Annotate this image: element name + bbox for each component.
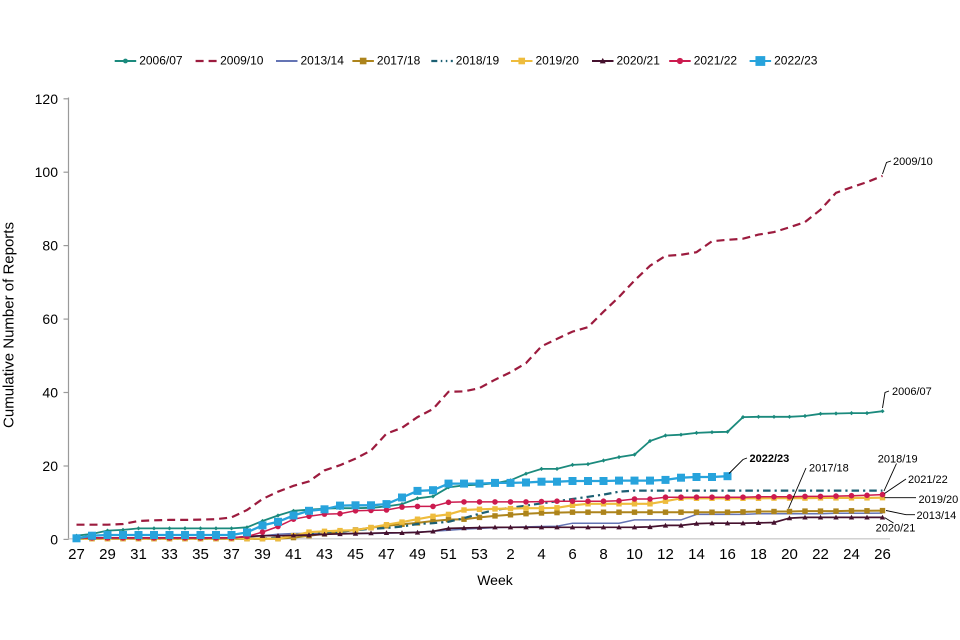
- svg-text:80: 80: [42, 238, 58, 254]
- svg-text:39: 39: [254, 546, 271, 563]
- svg-text:20: 20: [42, 458, 58, 474]
- svg-text:22: 22: [812, 546, 829, 563]
- svg-text:2022/23: 2022/23: [750, 453, 790, 465]
- svg-text:2022/23: 2022/23: [774, 54, 818, 68]
- svg-text:47: 47: [378, 546, 395, 563]
- svg-text:2006/07: 2006/07: [892, 386, 932, 398]
- svg-text:41: 41: [285, 546, 302, 563]
- svg-text:20: 20: [781, 546, 798, 563]
- svg-text:10: 10: [626, 546, 643, 563]
- svg-text:2018/19: 2018/19: [878, 454, 918, 466]
- svg-text:4: 4: [537, 546, 545, 563]
- svg-text:Cumulative Number of Reports: Cumulative Number of Reports: [1, 222, 18, 428]
- svg-text:40: 40: [42, 385, 58, 401]
- svg-text:2017/18: 2017/18: [809, 463, 849, 475]
- svg-text:Week: Week: [477, 572, 514, 588]
- svg-text:8: 8: [599, 546, 607, 563]
- svg-text:33: 33: [161, 546, 178, 563]
- svg-text:31: 31: [130, 546, 147, 563]
- svg-text:2019/20: 2019/20: [919, 494, 959, 506]
- svg-text:2019/20: 2019/20: [536, 54, 580, 68]
- svg-text:35: 35: [192, 546, 209, 563]
- svg-text:2013/14: 2013/14: [917, 510, 957, 522]
- svg-text:0: 0: [50, 531, 58, 547]
- svg-text:18: 18: [750, 546, 767, 563]
- svg-text:120: 120: [35, 91, 59, 107]
- svg-text:2009/10: 2009/10: [893, 156, 933, 168]
- svg-text:100: 100: [35, 164, 59, 180]
- svg-text:45: 45: [347, 546, 364, 563]
- svg-text:2020/21: 2020/21: [876, 523, 916, 535]
- svg-text:2006/07: 2006/07: [139, 54, 183, 68]
- svg-text:29: 29: [99, 546, 116, 563]
- svg-text:2021/22: 2021/22: [908, 474, 948, 486]
- svg-text:37: 37: [223, 546, 240, 563]
- svg-text:2021/22: 2021/22: [694, 54, 738, 68]
- svg-text:51: 51: [440, 546, 457, 563]
- svg-text:16: 16: [719, 546, 736, 563]
- svg-text:53: 53: [471, 546, 488, 563]
- svg-text:2009/10: 2009/10: [220, 54, 264, 68]
- svg-text:2: 2: [506, 546, 514, 563]
- svg-text:6: 6: [568, 546, 576, 563]
- svg-text:43: 43: [316, 546, 333, 563]
- svg-text:2018/19: 2018/19: [456, 54, 500, 68]
- svg-text:12: 12: [657, 546, 674, 563]
- svg-text:14: 14: [688, 546, 705, 563]
- svg-text:49: 49: [409, 546, 426, 563]
- svg-text:2017/18: 2017/18: [377, 54, 421, 68]
- svg-text:2020/21: 2020/21: [617, 54, 661, 68]
- svg-text:60: 60: [42, 311, 58, 327]
- svg-text:24: 24: [843, 546, 860, 563]
- svg-text:26: 26: [874, 546, 891, 563]
- svg-text:2013/14: 2013/14: [301, 54, 345, 68]
- svg-text:27: 27: [68, 546, 85, 563]
